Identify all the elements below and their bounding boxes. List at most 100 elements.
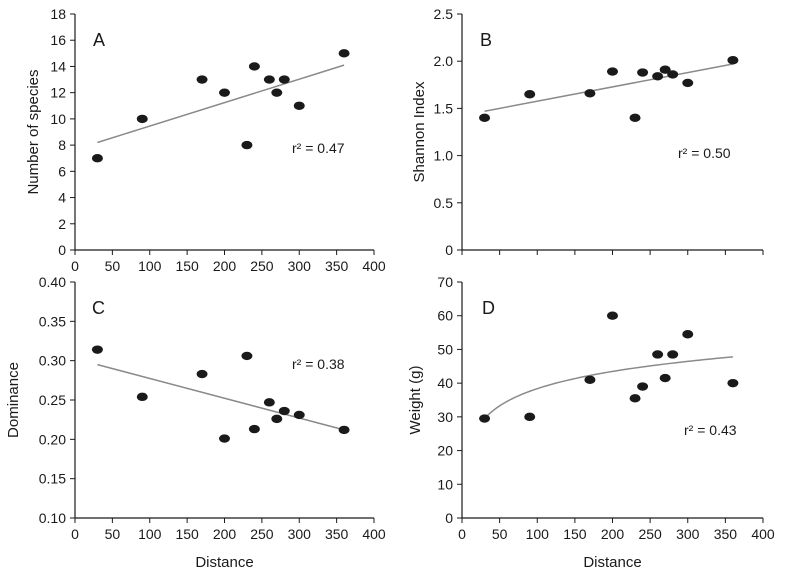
y-tick-label: 2.5 (434, 6, 454, 22)
x-tick-label: 300 (676, 526, 700, 542)
data-point (727, 378, 739, 388)
data-point (271, 414, 283, 424)
y-axis-title: Shannon Index (411, 81, 428, 182)
fit-line (97, 363, 345, 431)
panel-letter: D (482, 298, 495, 318)
y-tick-label: 0.25 (39, 392, 66, 408)
panel-a: 0 2 4 6 8 10 12 14 16 18 0 50 100 150 200 250 300 350 400 N… (25, 6, 386, 274)
data-point (91, 345, 103, 354)
data-point (584, 375, 596, 384)
panel-letter: B (480, 30, 492, 50)
panel-b: 0 0.5 1.0 1.5 2.0 2.5 Shannon Index Br² = 0.50 (411, 6, 764, 258)
x-tick-label: 200 (213, 258, 237, 274)
fit-line (484, 356, 733, 420)
x-tick-label: 150 (175, 258, 199, 274)
x-tick-label: 400 (751, 526, 775, 542)
y-tick-label: 8 (58, 137, 66, 153)
data-point (196, 369, 208, 379)
x-axis-title: Distance (583, 554, 641, 571)
x-tick-label: 150 (563, 526, 587, 542)
y-tick-label: 0.10 (39, 510, 66, 526)
y-tick-label: 2 (58, 216, 66, 232)
r2-annotation: r² = 0.50 (678, 145, 731, 161)
y-tick-label: 0.40 (39, 274, 66, 290)
x-tick-label: 350 (714, 526, 738, 542)
fit-line (484, 63, 734, 112)
x-tick-label: 100 (138, 526, 162, 542)
data-point (136, 392, 148, 402)
y-tick-label: 0.30 (39, 353, 66, 369)
y-tick-label: 12 (50, 85, 66, 101)
x-tick-label: 50 (105, 526, 121, 542)
data-point (607, 311, 618, 320)
y-tick-label: 2.0 (434, 53, 454, 69)
data-point (607, 67, 618, 76)
panel-letter: A (93, 30, 105, 50)
data-point (629, 113, 641, 123)
x-tick-label: 200 (601, 526, 625, 542)
y-tick-label: 0.35 (39, 313, 66, 329)
data-point (241, 351, 253, 361)
data-point (652, 72, 664, 81)
x-tick-label: 0 (71, 526, 79, 542)
panel-c: 0.10 0.15 0.20 0.25 0.30 0.35 0.40 0 50 100 150 200… (5, 274, 386, 571)
data-point (659, 373, 671, 383)
data-point (248, 62, 260, 71)
y-tick-label: 10 (437, 476, 453, 492)
data-point (278, 75, 290, 84)
r2-annotation: r² = 0.38 (292, 356, 345, 372)
data-point (637, 68, 649, 77)
y-tick-label: 0.15 (39, 471, 66, 487)
y-tick-label: 70 (437, 274, 453, 290)
data-point (584, 89, 596, 98)
y-tick-label: 14 (50, 58, 66, 74)
data-point (479, 113, 491, 123)
y-tick-label: 30 (437, 409, 453, 425)
data-point (727, 56, 739, 65)
data-point (652, 350, 664, 359)
x-tick-label: 100 (138, 258, 162, 274)
data-point (479, 414, 491, 423)
y-tick-label: 16 (50, 32, 66, 48)
x-tick-label: 0 (71, 258, 79, 274)
y-tick-label: 1.0 (434, 148, 454, 164)
y-axis-title: Weight (g) (407, 366, 424, 435)
y-axis-title: Number of species (25, 69, 42, 194)
data-point (524, 90, 536, 99)
x-tick-label: 250 (250, 526, 274, 542)
r2-annotation: r² = 0.43 (684, 422, 737, 438)
data-point (248, 424, 260, 434)
x-tick-label: 150 (175, 526, 199, 542)
data-point (667, 70, 679, 79)
x-tick-label: 0 (458, 526, 466, 542)
y-tick-label: 0 (445, 510, 453, 526)
y-tick-label: 0 (445, 242, 453, 258)
y-tick-label: 10 (50, 111, 66, 127)
y-tick-label: 18 (50, 6, 66, 22)
y-tick-label: 0.5 (434, 195, 454, 211)
panel-letter: C (92, 298, 105, 318)
x-tick-label: 250 (250, 258, 274, 274)
y-tick-label: 50 (437, 341, 453, 357)
y-tick-label: 0.20 (39, 431, 66, 447)
y-axis-title: Dominance (5, 362, 22, 438)
data-point (219, 434, 230, 443)
data-point (278, 406, 290, 416)
data-point (293, 101, 305, 110)
data-point (196, 75, 208, 84)
data-point (659, 65, 671, 74)
y-tick-label: 4 (58, 190, 66, 206)
y-tick-label: 60 (437, 308, 453, 324)
x-tick-label: 400 (362, 258, 386, 274)
data-point (338, 425, 350, 435)
data-point (629, 394, 641, 403)
data-point (667, 350, 679, 359)
x-tick-label: 400 (362, 526, 386, 542)
x-tick-label: 300 (288, 258, 312, 274)
data-point (219, 88, 230, 97)
panel-d: 0 10 20 30 40 50 60 70 0 50 100 150 200 250 300 350 400 W… (407, 274, 775, 571)
data-point (637, 382, 649, 391)
x-tick-label: 50 (105, 258, 121, 274)
data-point (91, 154, 103, 163)
